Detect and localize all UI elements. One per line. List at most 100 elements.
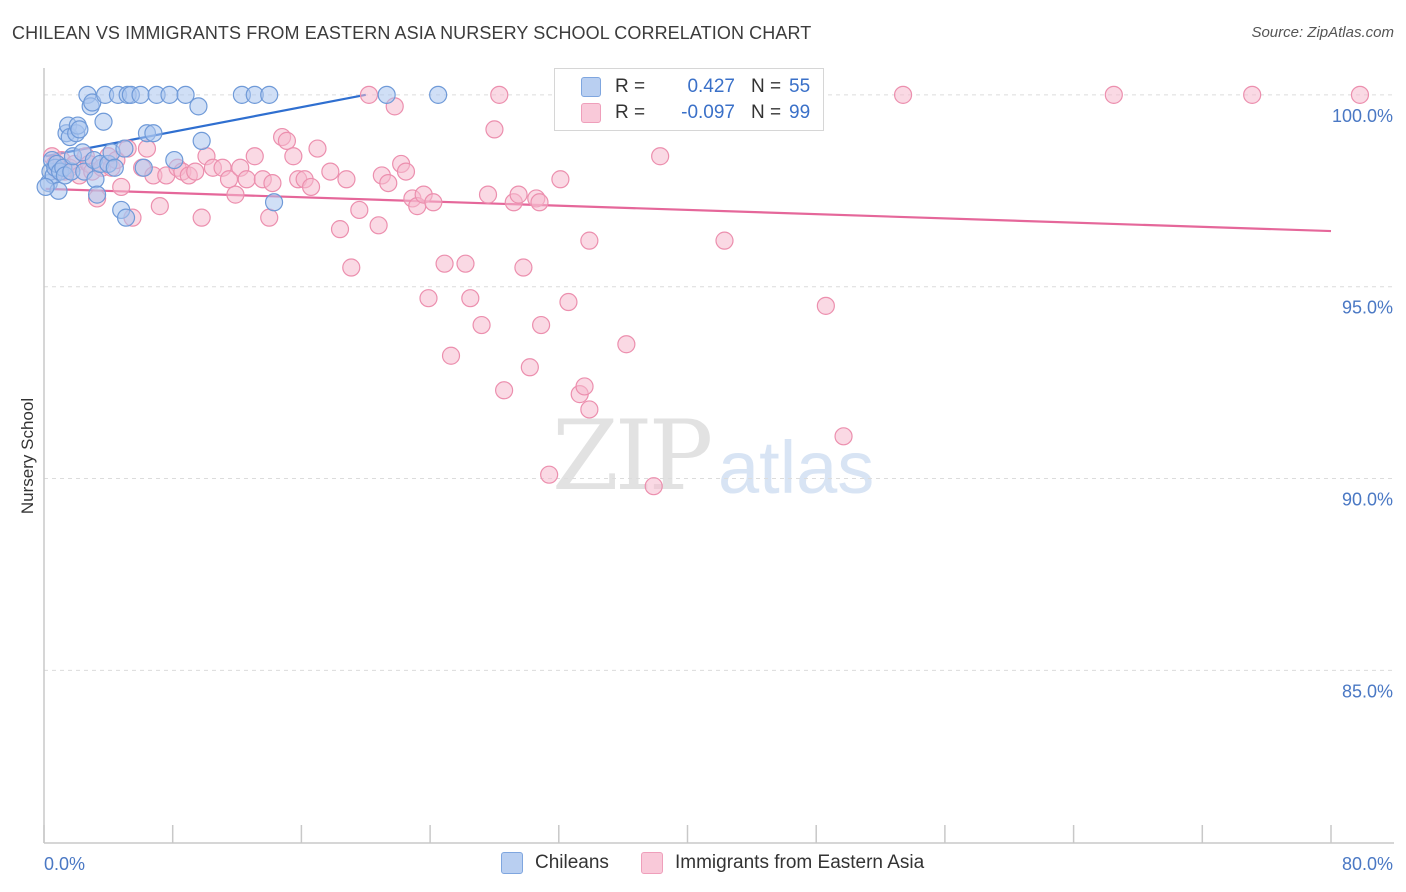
point-eastern-asia bbox=[816, 296, 835, 315]
point-eastern-asia bbox=[514, 258, 533, 277]
point-eastern-asia bbox=[1243, 85, 1262, 104]
legend-item-eastern-asia[interactable]: Immigrants from Eastern Asia bbox=[641, 852, 924, 874]
point-eastern-asia bbox=[245, 147, 264, 166]
point-eastern-asia bbox=[226, 185, 245, 204]
point-chileans bbox=[70, 120, 89, 139]
legend-r-value: 0.427 bbox=[687, 76, 735, 97]
point-eastern-asia bbox=[551, 170, 570, 189]
legend-n-value: 99 bbox=[789, 102, 811, 123]
point-eastern-asia bbox=[490, 85, 509, 104]
point-chileans bbox=[115, 139, 134, 158]
legend-r-value: -0.097 bbox=[681, 102, 735, 123]
point-eastern-asia bbox=[150, 197, 169, 216]
point-chileans bbox=[36, 177, 55, 197]
legend-swatch-pink bbox=[581, 103, 601, 123]
point-eastern-asia bbox=[520, 358, 539, 377]
point-eastern-asia bbox=[330, 220, 350, 239]
point-eastern-asia bbox=[456, 254, 475, 273]
point-chileans bbox=[429, 85, 448, 104]
point-chileans bbox=[105, 158, 124, 177]
point-eastern-asia bbox=[308, 139, 327, 158]
point-eastern-asia bbox=[530, 193, 549, 212]
y-tick-label: 100.0% bbox=[1332, 106, 1393, 126]
point-eastern-asia bbox=[321, 162, 340, 181]
point-eastern-asia bbox=[644, 477, 663, 496]
point-eastern-asia bbox=[301, 177, 321, 197]
point-eastern-asia bbox=[532, 315, 551, 335]
point-eastern-asia bbox=[617, 335, 636, 354]
point-eastern-asia bbox=[379, 173, 398, 193]
point-eastern-asia bbox=[337, 170, 356, 189]
point-eastern-asia bbox=[396, 162, 416, 181]
point-eastern-asia bbox=[219, 170, 239, 189]
trend-line-eastern-asia bbox=[45, 187, 1332, 233]
point-chileans bbox=[116, 208, 136, 227]
point-eastern-asia bbox=[284, 147, 303, 166]
legend-label-eastern-asia: Immigrants from Eastern Asia bbox=[675, 852, 925, 873]
point-chileans bbox=[86, 170, 105, 189]
legend-row-chileans: R = 0.427 N = 55 bbox=[581, 75, 810, 99]
source-label: Source: ZipAtlas.com bbox=[1251, 24, 1394, 41]
point-chileans bbox=[134, 158, 153, 177]
point-eastern-asia bbox=[715, 231, 734, 250]
point-eastern-asia bbox=[137, 139, 157, 158]
x-tick-label-max: 80.0% bbox=[1342, 854, 1393, 874]
legend-label-chileans: Chileans bbox=[535, 852, 609, 873]
point-eastern-asia bbox=[893, 85, 913, 104]
point-eastern-asia bbox=[435, 254, 454, 273]
point-chileans bbox=[144, 124, 163, 143]
point-eastern-asia bbox=[441, 346, 461, 365]
point-chileans bbox=[87, 185, 107, 204]
point-eastern-asia bbox=[350, 200, 369, 220]
legend-item-chileans[interactable]: Chileans bbox=[501, 852, 609, 874]
point-chileans bbox=[165, 150, 184, 170]
point-eastern-asia bbox=[192, 208, 211, 227]
point-eastern-asia bbox=[509, 185, 528, 204]
point-chileans bbox=[131, 85, 150, 104]
legend-row-eastern-asia: R = -0.097 N = 99 bbox=[581, 101, 810, 125]
point-eastern-asia bbox=[1104, 85, 1123, 104]
point-eastern-asia bbox=[580, 231, 599, 250]
stats-legend: R = 0.427 N = 55 R = -0.097 N = 99 bbox=[554, 68, 824, 131]
y-tick-label: 95.0% bbox=[1342, 298, 1393, 318]
point-chileans bbox=[176, 85, 195, 104]
chart-title: CHILEAN VS IMMIGRANTS FROM EASTERN ASIA … bbox=[12, 23, 812, 43]
trend-lines bbox=[45, 93, 1332, 233]
point-chileans bbox=[260, 85, 279, 104]
legend-n-label: N = bbox=[751, 76, 782, 97]
point-eastern-asia bbox=[277, 131, 297, 150]
point-eastern-asia bbox=[540, 465, 559, 484]
trend-line-chileans bbox=[45, 93, 366, 158]
point-eastern-asia bbox=[112, 177, 131, 197]
series-legend: Chileans Immigrants from Eastern Asia bbox=[0, 852, 1406, 878]
legend-n-value: 55 bbox=[789, 76, 811, 97]
legend-n-label: N = bbox=[751, 102, 782, 123]
point-chileans bbox=[264, 193, 284, 212]
point-eastern-asia bbox=[424, 193, 443, 212]
point-eastern-asia bbox=[461, 289, 480, 308]
point-eastern-asia bbox=[260, 208, 279, 227]
legend-swatch-pink bbox=[641, 852, 663, 874]
point-chileans bbox=[189, 97, 208, 116]
point-chileans bbox=[377, 85, 396, 104]
data-points bbox=[36, 85, 1370, 496]
point-chileans bbox=[94, 112, 113, 131]
legend-r-label: R = bbox=[615, 76, 646, 97]
point-eastern-asia bbox=[485, 120, 504, 139]
point-eastern-asia bbox=[651, 147, 670, 166]
point-eastern-asia bbox=[342, 258, 361, 277]
legend-swatch-blue bbox=[581, 77, 601, 97]
point-eastern-asia bbox=[237, 170, 256, 189]
point-eastern-asia bbox=[419, 289, 438, 308]
y-tick-label: 85.0% bbox=[1342, 681, 1393, 701]
point-eastern-asia bbox=[478, 185, 498, 204]
point-eastern-asia bbox=[369, 216, 388, 235]
point-eastern-asia bbox=[834, 427, 853, 446]
point-eastern-asia bbox=[580, 400, 599, 419]
point-eastern-asia bbox=[495, 381, 514, 400]
point-eastern-asia bbox=[559, 292, 578, 312]
legend-swatch-blue bbox=[501, 852, 523, 874]
point-eastern-asia bbox=[472, 315, 491, 335]
point-chileans bbox=[192, 131, 211, 150]
